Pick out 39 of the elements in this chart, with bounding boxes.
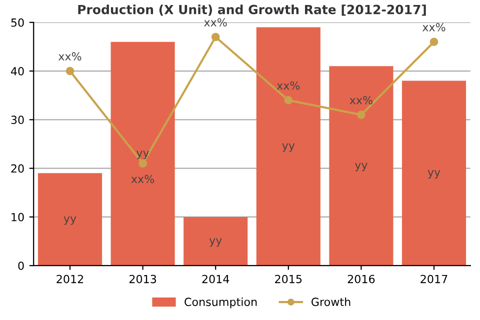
- data-label: yy: [209, 238, 222, 247]
- x-tick-label: 2016: [348, 274, 375, 284]
- point: [284, 96, 293, 104]
- data-label: xx%: [131, 174, 154, 184]
- x-tick-label: 2014: [202, 274, 230, 284]
- bar: [256, 27, 320, 266]
- data-label: xx%: [276, 81, 300, 90]
- bar: [402, 80, 466, 266]
- x-tick-label: 2015: [275, 274, 302, 284]
- point: [357, 110, 366, 119]
- point: [430, 38, 438, 46]
- data-label: yy: [64, 216, 76, 225]
- bar: [329, 66, 394, 266]
- legend-label: Growth: [312, 297, 350, 306]
- chart-title: Production (X Unit) and Growth Rate [2012-2017]: [78, 4, 426, 16]
- x-tick-label: 2013: [129, 274, 156, 284]
- y-tick-label: 30: [11, 116, 24, 124]
- y-tick-label: 0: [18, 262, 24, 270]
- data-label: xx%: [204, 18, 227, 27]
- x-tick-label: 2012: [56, 274, 84, 284]
- point: [66, 66, 74, 76]
- legend-label: Consumption: [184, 297, 257, 308]
- y-tick-label: 20: [11, 164, 24, 173]
- data-label: yy: [282, 143, 295, 152]
- point: [211, 32, 220, 42]
- bar: [184, 216, 248, 266]
- data-label: xx%: [58, 52, 82, 61]
- data-label: yy: [354, 162, 368, 172]
- data-label: xx%: [422, 22, 446, 32]
- x-tick-label: 2017: [420, 274, 448, 284]
- data-label: yy: [136, 150, 150, 160]
- data-label: xx%: [350, 96, 372, 104]
- y-tick-label: 50: [11, 18, 24, 27]
- bar: [110, 42, 175, 266]
- y-tick-label: 10: [12, 212, 24, 222]
- data-label: yy: [428, 170, 440, 179]
- y-tick-label: 40: [10, 67, 24, 76]
- point: [138, 159, 147, 168]
- bar: [38, 173, 102, 266]
